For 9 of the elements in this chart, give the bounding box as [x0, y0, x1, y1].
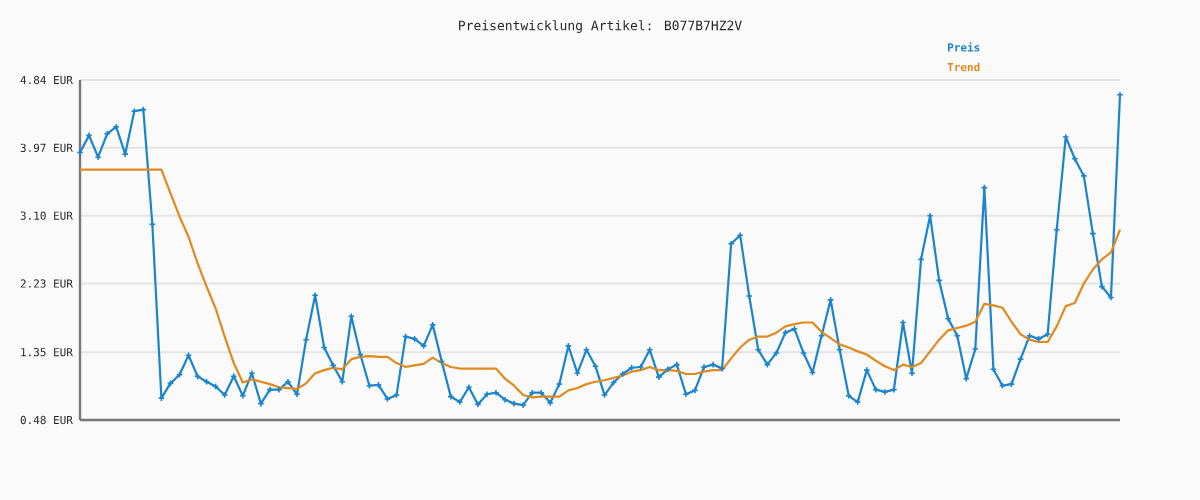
chart-title: Preisentwicklung Artikel: B077B7HZ2V: [459, 20, 742, 33]
y-tick-label: 4.84 EUR: [20, 75, 73, 85]
y-tick-label: 1.35 EUR: [21, 347, 73, 357]
text: Trend: [947, 62, 980, 72]
text: Preis: [948, 42, 980, 52]
y-tick-label: 0.48 EUR: [20, 415, 73, 425]
y-tick-label: 3.97 EUR: [20, 143, 73, 153]
y-tick-label: 2.23 EUR: [20, 279, 73, 288]
y-tick-label: 3.10 EUR: [20, 211, 73, 220]
